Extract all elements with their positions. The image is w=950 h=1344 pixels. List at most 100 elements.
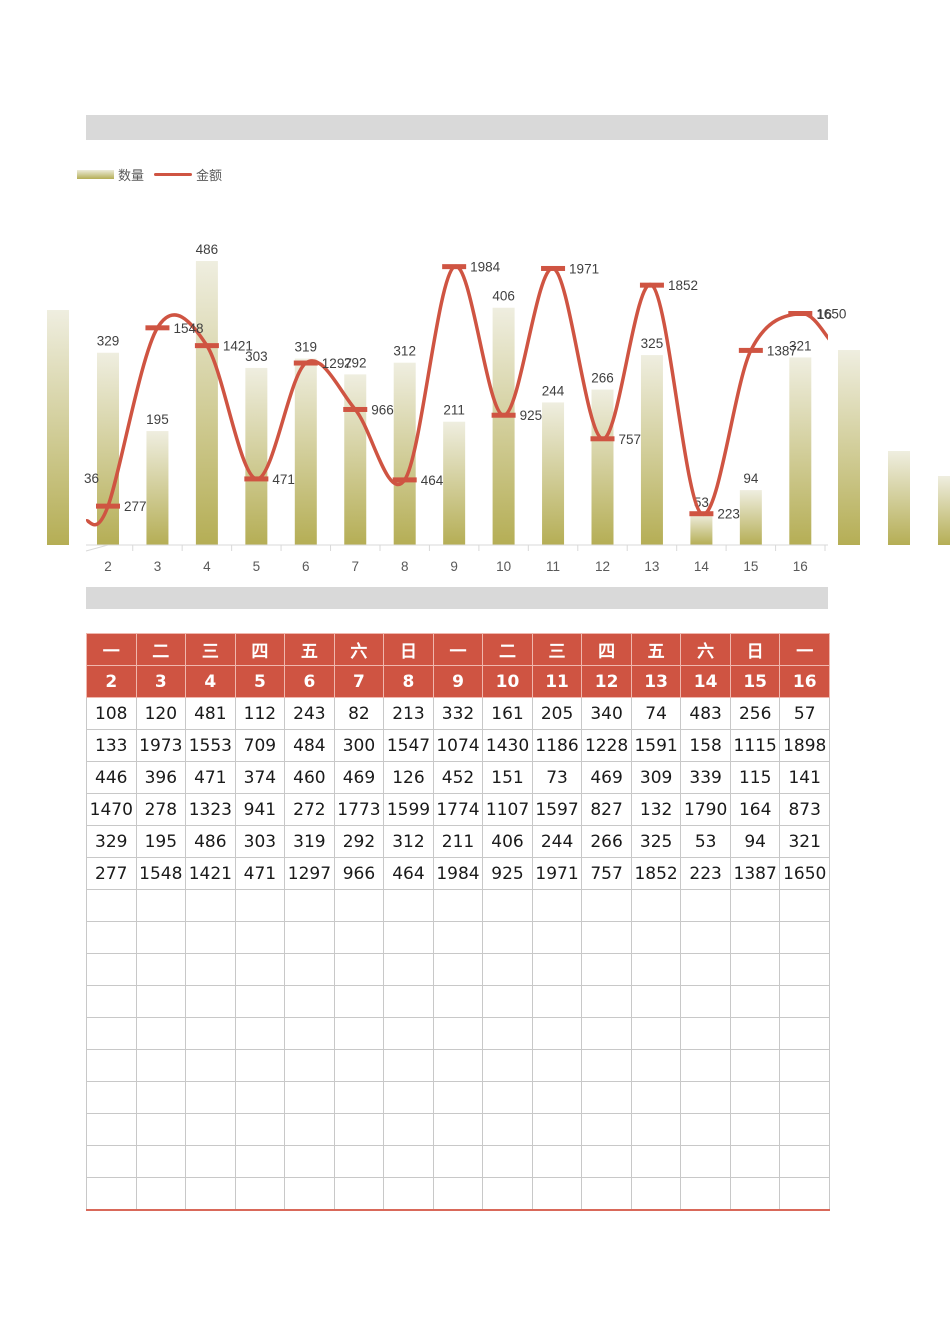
table-cell[interactable]	[630, 985, 682, 1018]
table-cell[interactable]: 1115	[729, 729, 781, 762]
table-cell[interactable]	[531, 921, 583, 954]
table-cell[interactable]: 四	[234, 633, 286, 666]
table-cell[interactable]: 309	[630, 761, 682, 794]
table-cell[interactable]	[284, 953, 335, 986]
table-cell[interactable]: 873	[779, 793, 830, 826]
table-cell[interactable]: 151	[482, 761, 533, 794]
table-cell[interactable]	[135, 985, 187, 1018]
table-cell[interactable]: 一	[432, 633, 484, 666]
table-cell[interactable]: 二	[482, 633, 533, 666]
table-cell[interactable]: 941	[234, 793, 286, 826]
table-cell[interactable]: 340	[581, 697, 632, 730]
table-cell[interactable]: 339	[680, 761, 731, 794]
table-cell[interactable]	[729, 1049, 781, 1082]
table-cell[interactable]	[432, 1113, 484, 1146]
table-cell[interactable]	[383, 1177, 434, 1211]
table-cell[interactable]: 一	[86, 633, 137, 666]
table-cell[interactable]: 1597	[531, 793, 583, 826]
table-cell[interactable]	[680, 953, 731, 986]
table-cell[interactable]	[185, 953, 236, 986]
table-cell[interactable]	[779, 921, 830, 954]
table-cell[interactable]	[333, 1177, 385, 1211]
table-cell[interactable]: 484	[284, 729, 335, 762]
table-cell[interactable]: 57	[779, 697, 830, 730]
table-cell[interactable]: 115	[729, 761, 781, 794]
table-cell[interactable]	[234, 1049, 286, 1082]
table-cell[interactable]	[729, 1017, 781, 1050]
table-cell[interactable]: 8	[383, 665, 434, 698]
table-cell[interactable]	[581, 1177, 632, 1211]
table-cell[interactable]: 1548	[135, 857, 187, 890]
table-cell[interactable]: 925	[482, 857, 533, 890]
table-cell[interactable]: 7	[333, 665, 385, 698]
table-cell[interactable]	[432, 921, 484, 954]
table-cell[interactable]	[581, 1113, 632, 1146]
table-cell[interactable]	[630, 1145, 682, 1178]
table-cell[interactable]	[630, 1049, 682, 1082]
table-cell[interactable]	[630, 1113, 682, 1146]
table-cell[interactable]	[729, 1081, 781, 1114]
table-cell[interactable]	[86, 1145, 137, 1178]
table-cell[interactable]: 1971	[531, 857, 583, 890]
table-cell[interactable]	[284, 1017, 335, 1050]
table-cell[interactable]: 277	[86, 857, 137, 890]
table-cell[interactable]	[729, 1113, 781, 1146]
table-cell[interactable]: 325	[630, 825, 682, 858]
table-cell[interactable]	[680, 1145, 731, 1178]
table-cell[interactable]: 94	[729, 825, 781, 858]
table-cell[interactable]: 日	[383, 633, 434, 666]
table-cell[interactable]	[432, 953, 484, 986]
table-cell[interactable]	[729, 1145, 781, 1178]
table-cell[interactable]	[432, 1145, 484, 1178]
table-cell[interactable]	[680, 1017, 731, 1050]
table-cell[interactable]	[581, 1081, 632, 1114]
table-cell[interactable]: 1387	[729, 857, 781, 890]
table-cell[interactable]	[185, 921, 236, 954]
table-cell[interactable]	[531, 1049, 583, 1082]
table-cell[interactable]: 1973	[135, 729, 187, 762]
table-cell[interactable]: 74	[630, 697, 682, 730]
table-cell[interactable]: 481	[185, 697, 236, 730]
table-cell[interactable]	[333, 1081, 385, 1114]
table-cell[interactable]: 319	[284, 825, 335, 858]
table-cell[interactable]	[432, 1177, 484, 1211]
table-cell[interactable]	[680, 1049, 731, 1082]
table-cell[interactable]	[581, 1049, 632, 1082]
table-cell[interactable]: 827	[581, 793, 632, 826]
table-cell[interactable]: 757	[581, 857, 632, 890]
table-cell[interactable]	[630, 1081, 682, 1114]
table-cell[interactable]: 一	[779, 633, 830, 666]
table-cell[interactable]	[779, 953, 830, 986]
table-cell[interactable]: 1852	[630, 857, 682, 890]
table-cell[interactable]	[531, 889, 583, 922]
table-cell[interactable]	[185, 1081, 236, 1114]
table-cell[interactable]	[630, 1177, 682, 1211]
table-cell[interactable]	[86, 1113, 137, 1146]
table-cell[interactable]: 126	[383, 761, 434, 794]
table-cell[interactable]: 六	[333, 633, 385, 666]
table-cell[interactable]	[234, 889, 286, 922]
table-cell[interactable]: 1553	[185, 729, 236, 762]
table-cell[interactable]	[482, 1113, 533, 1146]
table-cell[interactable]	[482, 1177, 533, 1211]
table-cell[interactable]	[581, 921, 632, 954]
table-cell[interactable]	[581, 889, 632, 922]
table-cell[interactable]: 195	[135, 825, 187, 858]
table-cell[interactable]: 1470	[86, 793, 137, 826]
table-cell[interactable]: 73	[531, 761, 583, 794]
table-cell[interactable]: 四	[581, 633, 632, 666]
table-cell[interactable]	[383, 1081, 434, 1114]
table-cell[interactable]: 211	[432, 825, 484, 858]
table-cell[interactable]	[482, 1017, 533, 1050]
table-cell[interactable]	[630, 953, 682, 986]
table-cell[interactable]	[531, 953, 583, 986]
table-cell[interactable]	[185, 1145, 236, 1178]
table-cell[interactable]	[234, 953, 286, 986]
table-cell[interactable]	[680, 1113, 731, 1146]
table-cell[interactable]: 日	[729, 633, 781, 666]
table-cell[interactable]	[234, 1017, 286, 1050]
table-cell[interactable]	[333, 1017, 385, 1050]
table-cell[interactable]	[234, 921, 286, 954]
table-cell[interactable]: 300	[333, 729, 385, 762]
table-cell[interactable]: 三	[531, 633, 583, 666]
